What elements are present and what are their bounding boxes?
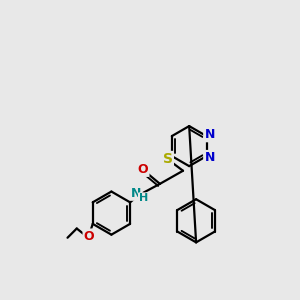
Text: N: N	[131, 187, 141, 200]
Text: O: O	[138, 163, 148, 176]
Text: N: N	[204, 128, 215, 141]
Text: H: H	[139, 194, 148, 203]
Text: S: S	[163, 152, 172, 166]
Text: N: N	[204, 151, 215, 164]
Text: O: O	[84, 230, 94, 243]
